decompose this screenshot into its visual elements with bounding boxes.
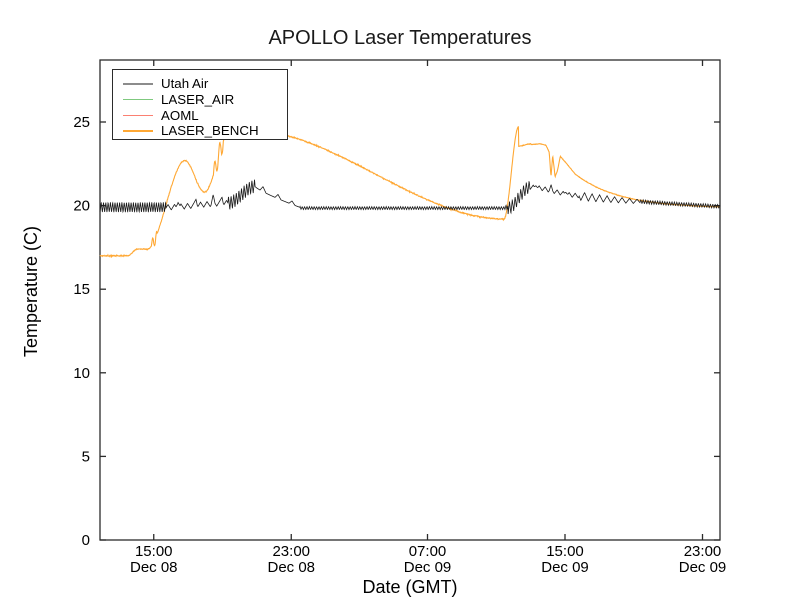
svg-text:23:00: 23:00 [272,543,310,560]
svg-text:15: 15 [73,281,90,298]
svg-text:0: 0 [82,532,90,549]
svg-text:Temperature (C): Temperature (C) [21,226,41,357]
svg-text:5: 5 [82,448,90,465]
svg-text:Dec 09: Dec 09 [541,559,589,576]
svg-text:Dec 08: Dec 08 [267,559,315,576]
svg-text:07:00: 07:00 [409,543,447,560]
svg-text:10: 10 [73,365,90,382]
svg-text:Dec 09: Dec 09 [404,559,452,576]
svg-text:23:00: 23:00 [684,543,722,560]
svg-text:Date (GMT): Date (GMT) [362,577,457,597]
svg-text:20: 20 [73,198,90,215]
svg-text:25: 25 [73,114,90,131]
svg-text:15:00: 15:00 [546,543,584,560]
svg-text:Dec 08: Dec 08 [130,559,178,576]
svg-text:15:00: 15:00 [135,543,173,560]
svg-text:Dec 09: Dec 09 [679,559,727,576]
